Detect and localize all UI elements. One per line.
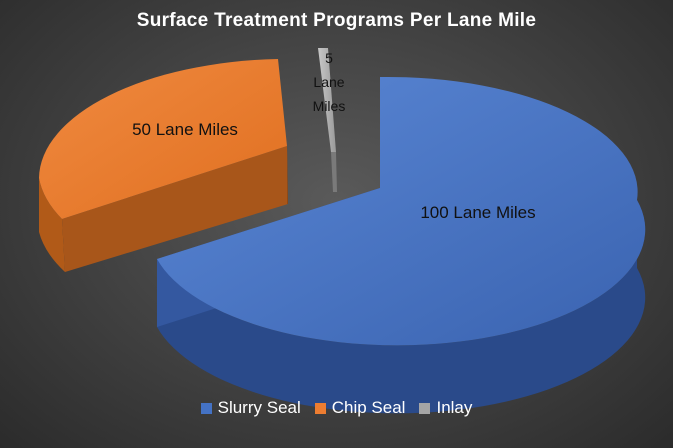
legend-swatch-slurry-seal	[200, 402, 212, 414]
pie-slice-inlay	[318, 48, 337, 192]
slurry-seal-side	[157, 200, 646, 414]
legend-label-slurry-seal: Slurry Seal	[217, 398, 301, 417]
legend-swatch-inlay	[419, 402, 431, 414]
legend-label-inlay: Inlay	[436, 398, 473, 417]
chip-seal-top	[39, 59, 287, 219]
chip-seal-side	[39, 178, 65, 272]
data-label-inlay-line-3: Miles	[313, 98, 346, 114]
data-label-inlay-line-1: 5	[325, 50, 333, 66]
chart-title: Surface Treatment Programs Per Lane Mile	[136, 10, 537, 31]
legend-item-slurry-seal: Slurry Seal	[200, 398, 301, 418]
legend-item-inlay: Inlay	[419, 398, 472, 418]
legend-item-chip-seal: Chip Seal	[314, 398, 406, 418]
data-label-slurry-seal: 100 Lane Miles	[420, 203, 535, 222]
data-label-inlay-line-2: Lane	[313, 74, 344, 90]
legend-label-chip-seal: Chip Seal	[331, 398, 406, 417]
chart-legend: Slurry Seal Chip Seal Inlay	[0, 398, 673, 418]
inlay-top	[318, 48, 336, 152]
pie-slice-slurry-seal	[157, 76, 646, 414]
chip-seal-front-side	[287, 146, 288, 204]
chip-seal-inner-wall	[62, 146, 288, 272]
pie-slice-chip-seal	[39, 59, 288, 272]
data-label-chip-seal: 50 Lane Miles	[132, 120, 238, 139]
slurry-seal-top	[157, 76, 646, 346]
inlay-side	[331, 152, 337, 192]
legend-swatch-chip-seal	[314, 402, 326, 414]
